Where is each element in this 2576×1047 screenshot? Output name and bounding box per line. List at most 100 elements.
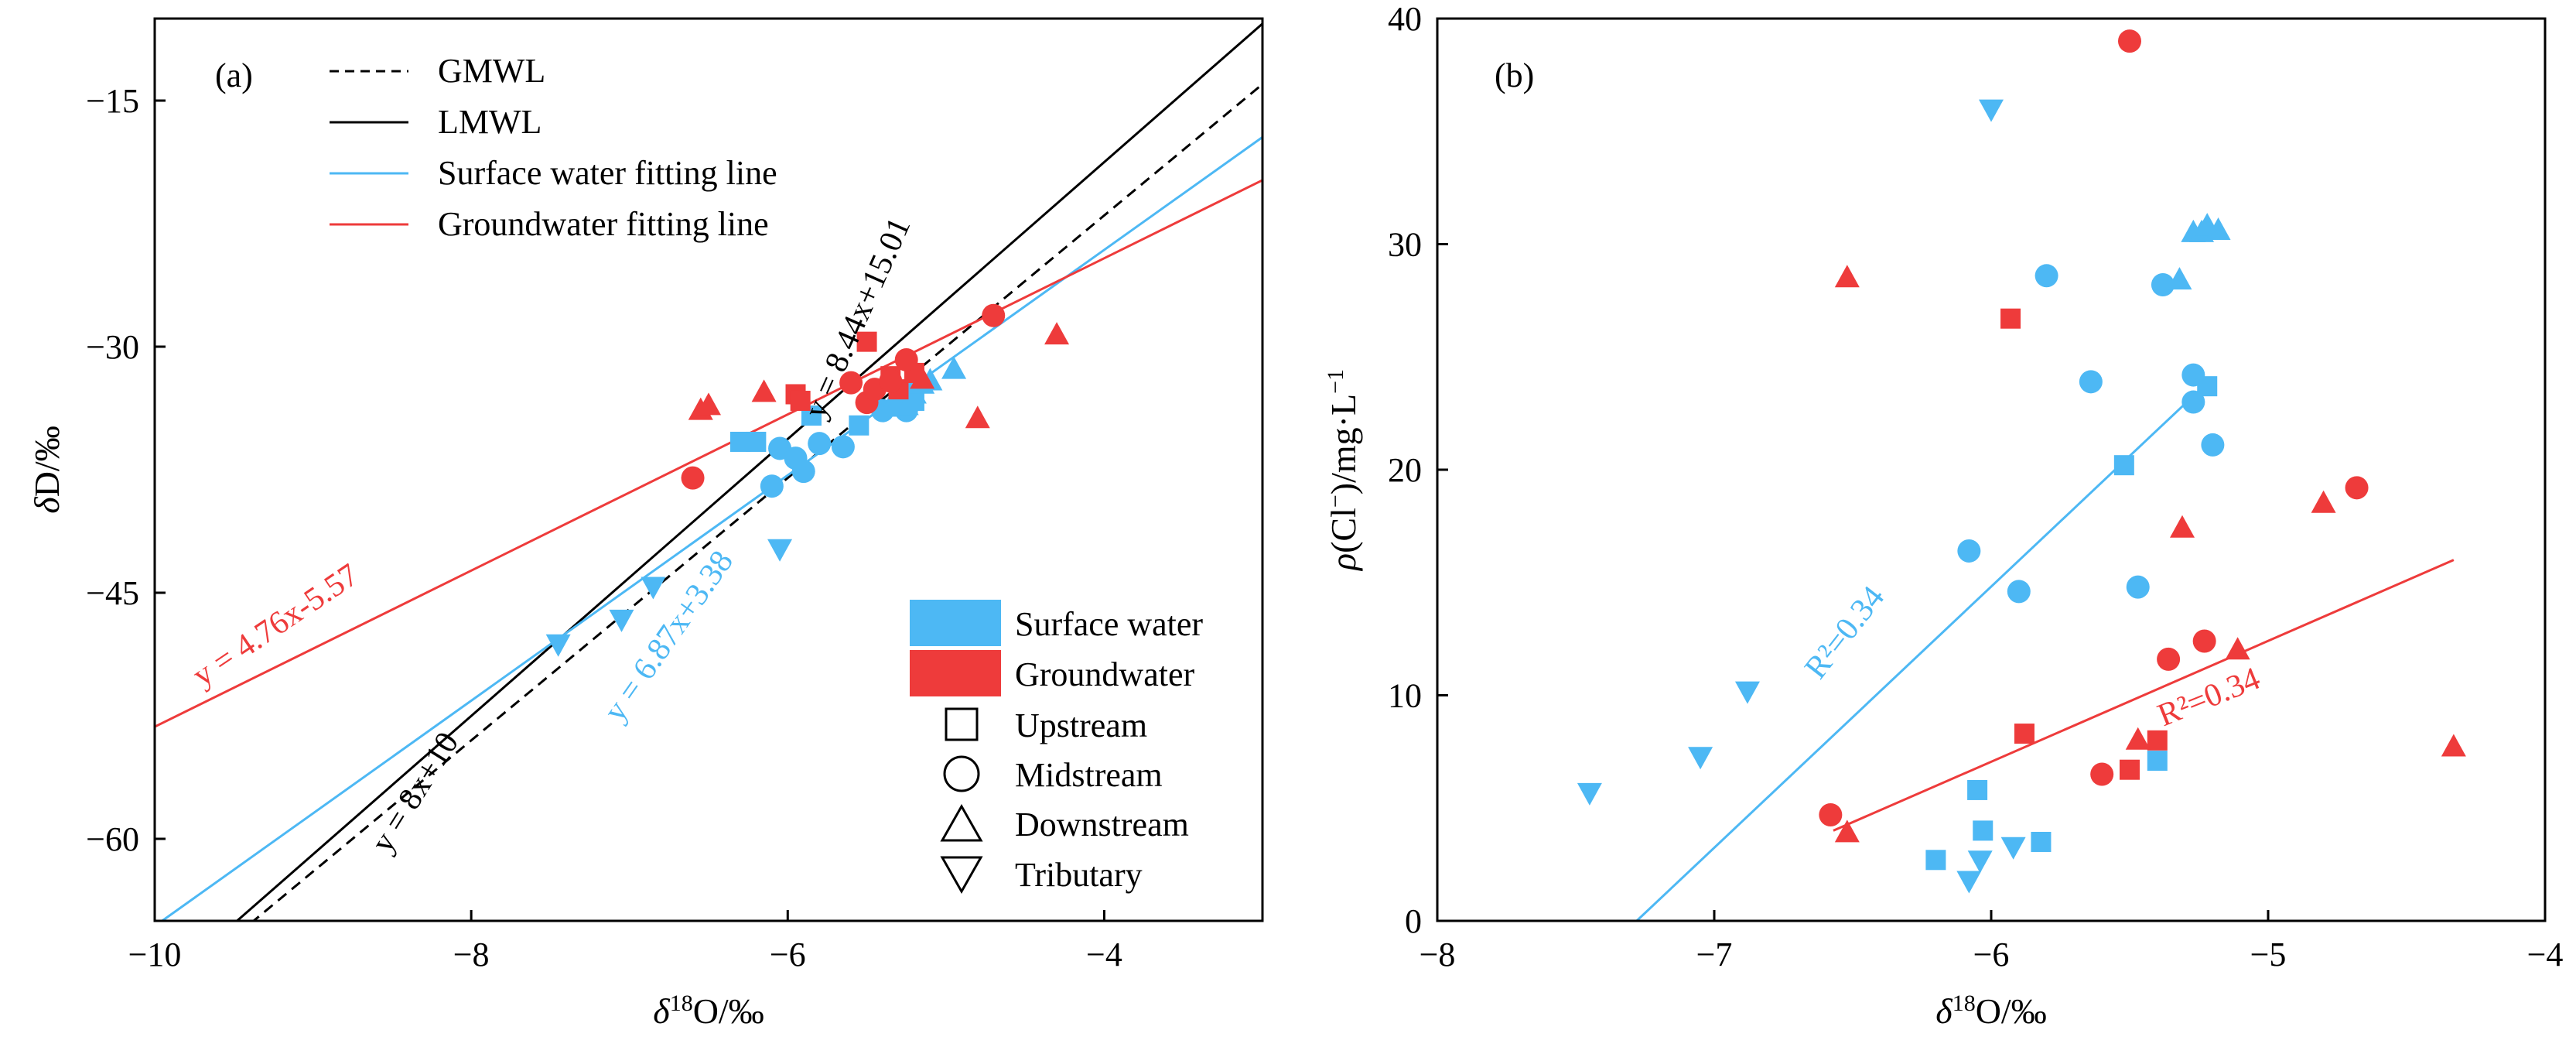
legend-label-gmwl: GMWL (438, 52, 545, 90)
point-ground-triangle (2225, 637, 2250, 660)
point-ground-triangle (2441, 734, 2466, 757)
panel-b: R²=0.34 R²=0.34 −8 −7 −6 −5 −4 0 10 20 30 40 (b) δ… (1323, 0, 2564, 1031)
point-ground-square (790, 390, 811, 411)
point-ground-square (2120, 759, 2140, 780)
point-surface-circle (760, 474, 784, 498)
point-ground-square (2147, 730, 2168, 751)
point-surface-triangle-down (641, 577, 666, 600)
point-surface-circle (2181, 390, 2205, 414)
legend-shape-triangle-down (940, 856, 983, 895)
point-surface-square (1973, 820, 1993, 841)
point-ground-circle (1819, 802, 1843, 826)
point-surface-square (1967, 779, 1988, 800)
x-tick-label: −8 (1420, 936, 1456, 973)
x-tick-label: −7 (1696, 936, 1733, 973)
point-surface-circle (2079, 370, 2103, 394)
data-points-b (1577, 29, 2466, 894)
point-surface-square (2031, 831, 2052, 852)
point-ground-triangle (965, 405, 990, 429)
point-surface-circle (2034, 264, 2058, 288)
point-ground-square (2014, 724, 2034, 744)
panel-label-b: (b) (1495, 56, 1534, 94)
point-surface-square (746, 431, 767, 452)
point-ground-circle (2192, 629, 2216, 653)
x-tick-label: −8 (453, 936, 490, 973)
panel-label-a: (a) (215, 56, 253, 94)
point-surface-triangle (2167, 267, 2192, 290)
y-tick-label: 30 (1388, 226, 1422, 264)
plot-frame-b (1436, 17, 2547, 922)
legend-label-surface-fit: Surface water fitting line (438, 154, 777, 192)
x-tick-label: −5 (2250, 936, 2287, 973)
x-tick-label: −4 (2527, 936, 2564, 973)
point-surface-triangle-down (609, 609, 634, 632)
fit-line-groundwater-fitting-line (155, 179, 1262, 728)
point-surface-triangle (893, 392, 919, 416)
legend-shape-circle (943, 755, 980, 792)
x-axis-label-a: δ18O/‰ (653, 991, 764, 1032)
point-ground-triangle (1044, 322, 1070, 345)
point-ground-triangle (2170, 515, 2195, 538)
x-tick-label: −10 (128, 936, 182, 973)
y-tick-label: 40 (1388, 0, 1422, 38)
point-ground-circle (2157, 647, 2181, 671)
point-surface-square (849, 415, 869, 436)
point-ground-circle (839, 371, 863, 395)
y-tick-label: 20 (1388, 451, 1422, 489)
legend-shape-square (945, 707, 979, 741)
point-surface-square (1925, 850, 1946, 871)
point-ground-triangle (910, 366, 935, 389)
point-surface-circle (831, 435, 855, 459)
fit-lines-b (1635, 389, 2455, 921)
point-ground-triangle (2311, 490, 2336, 513)
point-surface-circle (791, 460, 815, 484)
legend-label-lmwl: LMWL (438, 103, 542, 141)
legend-label-ground: Groundwater (1015, 655, 1194, 693)
x-tick-label: −6 (770, 936, 806, 973)
point-surface-circle (2007, 580, 2031, 604)
point-ground-circle (982, 303, 1006, 327)
point-surface-circle (808, 432, 832, 456)
legend-label-midstream: Midstream (1015, 756, 1163, 794)
point-surface-triangle-down (1979, 99, 2004, 122)
point-ground-triangle (751, 379, 777, 402)
equation-label: y = 8x+10 (364, 726, 466, 858)
point-ground-triangle (1834, 819, 1860, 843)
point-surface-triangle-down (767, 539, 793, 562)
point-surface-circle (2201, 433, 2225, 457)
point-surface-circle (2181, 363, 2205, 387)
legend-label-tributary: Tributary (1015, 856, 1143, 894)
equation-label: R²=0.34 (2153, 661, 2265, 734)
point-ground-circle (2118, 29, 2141, 53)
fit-line-gmwl (251, 83, 1262, 921)
point-surface-triangle-down (1967, 850, 1993, 874)
legend-swatch-ground (910, 650, 1001, 696)
point-surface-triangle-down (1956, 871, 1982, 894)
point-ground-triangle (2125, 727, 2151, 750)
y-tick-label: −15 (86, 82, 139, 120)
equation-label: y = 4.76x-5.57 (186, 557, 365, 694)
y-tick-label: −60 (86, 820, 139, 858)
x-tick-label: −4 (1086, 936, 1122, 973)
legend-swatch-surface (910, 600, 1001, 646)
axis-ticks-a: −10 −8 −6 −4 −60 −45 −30 −15 (86, 82, 1122, 973)
point-surface-circle (2151, 272, 2175, 296)
point-ground-circle (894, 347, 918, 371)
point-ground-circle (2090, 762, 2114, 786)
fit-line-surface-water-fitting-line (159, 136, 1262, 921)
data-points-a (545, 303, 1070, 657)
equation-labels-a: y = 8.44x+15.01y = 8x+10y = 6.87x+3.38y … (186, 212, 917, 858)
legend-label-upstream: Upstream (1015, 707, 1147, 744)
fit-line-lmwl (235, 22, 1262, 921)
point-surface-square (2147, 751, 2168, 772)
axis-ticks-b: −8 −7 −6 −5 −4 0 10 20 30 40 (1388, 0, 2563, 973)
point-ground-square (856, 331, 877, 352)
point-surface-triangle-down (545, 634, 571, 657)
point-surface-triangle-down (1734, 681, 1760, 704)
fit-line-surface-water-fit (1635, 389, 2200, 921)
legend-label-ground-fit: Groundwater fitting line (438, 205, 769, 243)
point-surface-triangle-down (1577, 782, 1602, 806)
y-tick-label: −30 (86, 328, 139, 366)
point-surface-triangle (2205, 217, 2231, 241)
